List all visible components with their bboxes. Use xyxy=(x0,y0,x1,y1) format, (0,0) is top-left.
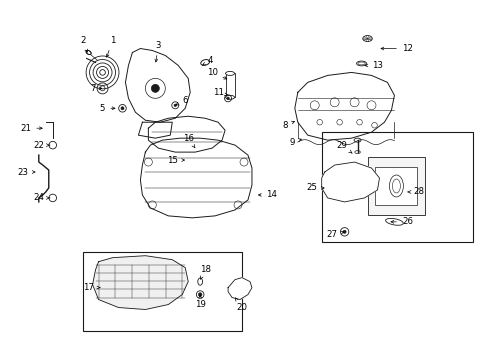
Text: 15: 15 xyxy=(166,156,184,165)
Text: 4: 4 xyxy=(202,56,212,66)
Ellipse shape xyxy=(86,50,91,54)
Text: 5: 5 xyxy=(100,104,115,113)
Polygon shape xyxy=(125,49,190,122)
Text: 6: 6 xyxy=(176,96,187,105)
Text: 8: 8 xyxy=(282,121,294,130)
Circle shape xyxy=(226,97,229,99)
Polygon shape xyxy=(321,162,379,202)
Text: 26: 26 xyxy=(390,217,412,226)
Text: 22: 22 xyxy=(33,141,50,150)
Text: 11: 11 xyxy=(212,88,227,97)
Text: 18: 18 xyxy=(199,265,210,279)
Text: 21: 21 xyxy=(20,124,42,133)
Text: 28: 28 xyxy=(407,188,424,197)
Bar xyxy=(82,252,242,332)
Text: 1: 1 xyxy=(106,36,115,57)
Text: 25: 25 xyxy=(305,184,324,193)
Bar xyxy=(375,167,416,205)
Text: 20: 20 xyxy=(235,298,247,312)
Text: 24: 24 xyxy=(33,193,50,202)
Text: 13: 13 xyxy=(365,61,382,70)
Bar xyxy=(321,132,472,242)
Text: 14: 14 xyxy=(258,190,277,199)
Text: 27: 27 xyxy=(325,230,343,239)
Text: 2: 2 xyxy=(80,36,87,52)
Text: 23: 23 xyxy=(17,167,35,176)
Bar xyxy=(367,157,425,215)
Polygon shape xyxy=(227,278,251,300)
Polygon shape xyxy=(140,138,251,218)
Text: 12: 12 xyxy=(380,44,412,53)
Ellipse shape xyxy=(362,36,371,41)
Circle shape xyxy=(174,104,176,107)
Circle shape xyxy=(198,293,202,296)
Ellipse shape xyxy=(354,150,360,154)
Text: 19: 19 xyxy=(194,295,205,309)
Text: 7: 7 xyxy=(90,84,102,93)
Circle shape xyxy=(343,230,346,233)
Text: 3: 3 xyxy=(155,41,161,62)
Polygon shape xyxy=(92,256,188,310)
Polygon shape xyxy=(148,116,224,152)
Polygon shape xyxy=(294,72,394,140)
Text: 10: 10 xyxy=(206,68,226,79)
Ellipse shape xyxy=(225,95,234,99)
Circle shape xyxy=(121,107,124,110)
Text: 29: 29 xyxy=(335,141,351,153)
Text: 9: 9 xyxy=(288,138,301,147)
Ellipse shape xyxy=(353,138,360,142)
Bar xyxy=(225,73,234,97)
Ellipse shape xyxy=(225,71,234,75)
Text: 16: 16 xyxy=(183,134,195,148)
Circle shape xyxy=(151,84,159,92)
Text: 17: 17 xyxy=(83,283,100,292)
